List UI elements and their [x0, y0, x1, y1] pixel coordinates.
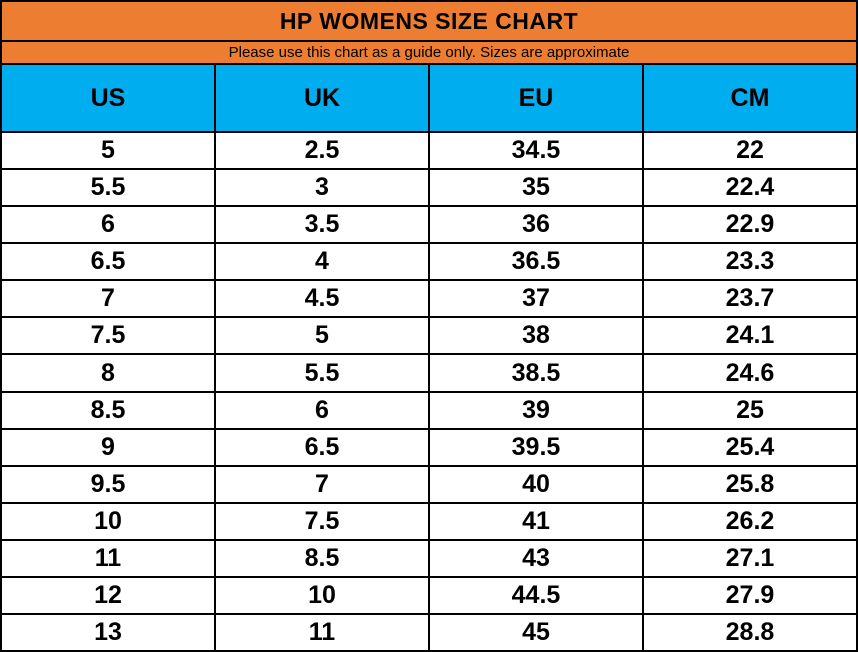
cell-eu: 34.5	[430, 133, 644, 169]
cell-uk: 5.5	[216, 355, 430, 391]
cell-us: 6	[2, 207, 216, 243]
cell-cm: 23.3	[725, 247, 775, 276]
cell-cm: 26.2	[725, 506, 775, 535]
cell-cm: 22.4	[725, 173, 775, 202]
cell-eu: 35	[430, 170, 644, 206]
table-row: 8 5.5 38.5 24.6	[2, 355, 856, 393]
column-header-row: US UK EU CM	[2, 65, 856, 133]
table-row: 9.5 7 40 25.8	[2, 466, 856, 504]
cell-uk: 7	[216, 466, 430, 502]
chart-subtitle: Please use this chart as a guide only. S…	[2, 42, 856, 65]
table-body: 5 2.5 34.5 22 5.5 3 35 22.4 6 3.5 36 22.…	[2, 133, 856, 651]
cell-us: 8.5	[2, 392, 216, 428]
cell-us: 7.5	[2, 318, 216, 354]
table-row: 6 3.5 36 22.9	[2, 207, 856, 245]
cell-us: 13	[2, 615, 216, 651]
table-row: 7 4.5 37 23.7	[2, 281, 856, 319]
cell-cm: 24.1	[725, 321, 775, 350]
cell-uk: 11	[216, 615, 430, 651]
table-row: 6.5 4 36.5 23.3	[2, 244, 856, 282]
cell-uk: 8.5	[216, 540, 430, 576]
cell-us: 9.5	[2, 466, 216, 502]
table-row: 11 8.5 43 27.1	[2, 540, 856, 578]
cell-cm: 23.7	[725, 284, 775, 313]
table-row: 9 6.5 39.5 25.4	[2, 429, 856, 467]
cell-eu: 43	[430, 540, 644, 576]
column-header-uk: UK	[216, 65, 430, 131]
table-row: 10 7.5 41 26.2	[2, 503, 856, 541]
cell-uk: 3	[216, 170, 430, 206]
cell-us: 11	[2, 540, 216, 576]
cell-us: 7	[2, 281, 216, 317]
column-header-cm: CM	[730, 83, 770, 112]
cell-uk: 10	[216, 577, 430, 614]
table-row: 12 10 44.5 27.9	[2, 577, 856, 616]
cell-eu: 38.5	[430, 355, 644, 391]
cell-us: 5	[2, 133, 216, 169]
cell-eu: 41	[430, 503, 644, 539]
cell-cm: 25.8	[725, 469, 775, 498]
cell-us: 8	[2, 355, 216, 391]
cell-cm: 28.8	[725, 618, 775, 647]
cell-eu: 44.5	[430, 577, 644, 614]
chart-title: HP WOMENS SIZE CHART	[2, 2, 856, 42]
cell-uk: 6	[216, 392, 430, 428]
cell-us: 12	[2, 577, 216, 614]
cell-uk: 2.5	[216, 133, 430, 169]
cell-eu: 39.5	[430, 429, 644, 465]
cell-uk: 5	[216, 318, 430, 354]
cell-cm: 25.4	[725, 432, 775, 461]
cell-us: 6.5	[2, 244, 216, 280]
cell-uk: 4.5	[216, 281, 430, 317]
column-header-us: US	[2, 65, 216, 131]
cell-cm: 22	[736, 136, 764, 165]
cell-uk: 4	[216, 244, 430, 280]
cell-eu: 39	[430, 392, 644, 428]
cell-cm: 25	[736, 395, 764, 424]
cell-cm: 27.9	[725, 580, 775, 609]
cell-eu: 36.5	[430, 244, 644, 280]
cell-cm: 27.1	[725, 543, 775, 572]
cell-us: 5.5	[2, 170, 216, 206]
cell-eu: 37	[430, 281, 644, 317]
cell-eu: 45	[430, 615, 644, 651]
cell-uk: 7.5	[216, 503, 430, 539]
column-header-eu: EU	[430, 65, 644, 131]
cell-eu: 40	[430, 466, 644, 502]
cell-uk: 3.5	[216, 207, 430, 243]
table-row: 13 11 45 28.8	[2, 615, 856, 651]
table-row: 8.5 6 39 25	[2, 392, 856, 430]
table-row: 5.5 3 35 22.4	[2, 170, 856, 208]
cell-uk: 6.5	[216, 429, 430, 465]
cell-cm: 24.6	[725, 358, 775, 387]
cell-cm: 22.9	[725, 210, 775, 239]
cell-us: 10	[2, 503, 216, 539]
cell-eu: 38	[430, 318, 644, 354]
cell-eu: 36	[430, 207, 644, 243]
table-row: 7.5 5 38 24.1	[2, 318, 856, 356]
cell-us: 9	[2, 429, 216, 465]
table-row: 5 2.5 34.5 22	[2, 133, 856, 171]
